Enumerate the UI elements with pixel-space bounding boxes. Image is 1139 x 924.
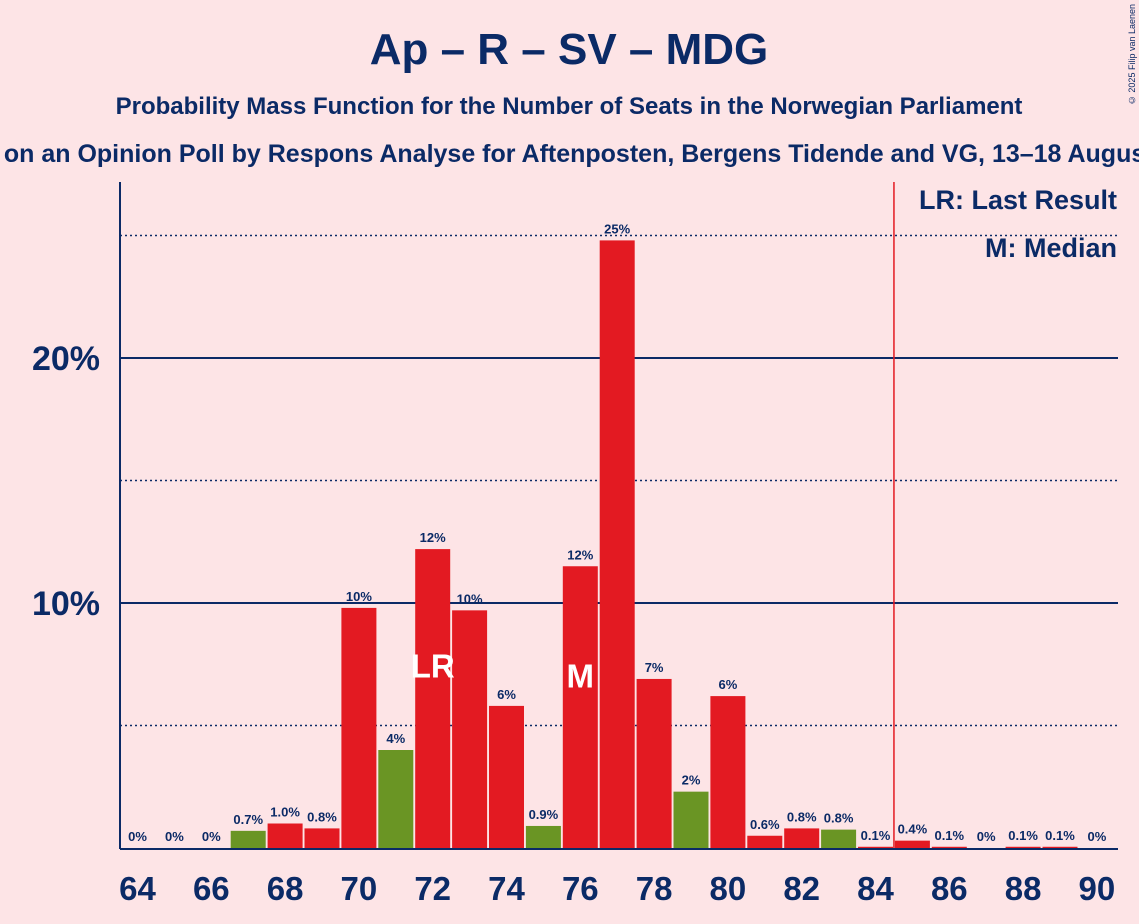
bars: 0% 0% 0% 0.7% 1.0% 0.8% 10% 4% 12% 10% 6% 0.9% 12% 25… (128, 221, 1107, 848)
bar (931, 846, 967, 848)
bar (415, 549, 451, 848)
x-tick-label: 76 (562, 870, 599, 907)
bar (747, 835, 783, 848)
data-label: 0% (1088, 829, 1107, 844)
data-label: 12% (420, 530, 446, 545)
data-label: 2% (682, 773, 701, 788)
chart-subtitle-poll: Based on an Opinion Poll by Respons Anal… (0, 140, 1139, 168)
bar (304, 828, 340, 848)
data-label: 0.9% (529, 807, 559, 822)
bar (673, 791, 709, 848)
bar (489, 705, 524, 848)
data-label: 12% (567, 547, 593, 562)
copyright-note: © 2025 Filip van Laenen (1127, 4, 1137, 106)
axes: 10% 20% 64 66 68 70 72 74 76 78 80 82 84 86 88 90 (32, 182, 1118, 907)
data-label: 0.1% (1045, 828, 1075, 843)
bar (378, 750, 414, 848)
data-label: 0% (128, 829, 147, 844)
data-label: 0.1% (1008, 828, 1038, 843)
x-tick-label: 68 (267, 870, 304, 907)
bar (1042, 846, 1078, 848)
data-label: 1.0% (270, 805, 300, 820)
x-tick-label: 90 (1079, 870, 1116, 907)
data-label: 0% (977, 829, 996, 844)
last-result-marker: LR (411, 648, 455, 685)
bar (710, 696, 746, 848)
data-label: 25% (604, 221, 630, 236)
legend-last-result: LR: Last Result (919, 185, 1117, 215)
data-label: 10% (457, 591, 483, 606)
x-tick-label: 74 (488, 870, 525, 907)
x-tick-label: 80 (710, 870, 747, 907)
bar (858, 846, 893, 848)
median-marker: M (567, 657, 595, 694)
x-tick-label: 88 (1005, 870, 1042, 907)
x-tick-label: 86 (931, 870, 968, 907)
bar (267, 823, 303, 848)
bar (894, 840, 930, 848)
legend-median: M: Median (985, 233, 1117, 263)
data-label: 6% (497, 687, 516, 702)
x-tick-label: 70 (341, 870, 378, 907)
bar (599, 240, 635, 848)
x-tick-label: 78 (636, 870, 673, 907)
data-label: 0.8% (787, 809, 817, 824)
data-label: 0.6% (750, 817, 780, 832)
data-label: 7% (645, 660, 664, 675)
x-tick-label: 64 (119, 870, 156, 907)
data-label: 0.1% (934, 828, 964, 843)
data-label: 0.7% (233, 812, 263, 827)
bar (230, 830, 266, 848)
data-label: 10% (346, 589, 372, 604)
bar (821, 829, 857, 848)
bar (452, 610, 488, 848)
data-label: 0.4% (898, 822, 928, 837)
y-tick-label: 10% (32, 585, 100, 623)
bar (562, 566, 598, 848)
bar (1005, 846, 1041, 848)
data-label: 0.8% (307, 809, 337, 824)
data-label: 0% (165, 829, 184, 844)
x-tick-label: 72 (414, 870, 451, 907)
chart-subtitle: Probability Mass Function for the Number… (116, 93, 1023, 120)
data-label: 6% (719, 677, 738, 692)
bar (636, 678, 672, 848)
y-tick-label: 20% (32, 340, 100, 378)
data-label: 0.8% (824, 811, 854, 826)
legend: LR: Last Result M: Median (919, 185, 1117, 263)
data-label: 4% (386, 731, 405, 746)
bar (784, 828, 820, 848)
x-tick-label: 66 (193, 870, 230, 907)
chart-title: Ap – R – SV – MDG (370, 25, 769, 74)
x-tick-label: 82 (783, 870, 820, 907)
x-tick-label: 84 (857, 870, 894, 907)
data-label: 0% (202, 829, 221, 844)
bar (341, 607, 377, 848)
bar (525, 825, 561, 848)
data-label: 0.1% (861, 828, 891, 843)
